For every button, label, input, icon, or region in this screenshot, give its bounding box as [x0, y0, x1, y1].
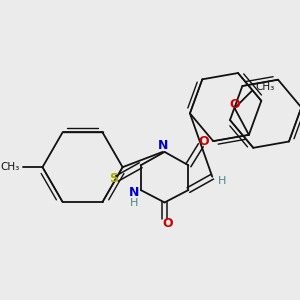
Text: H: H	[130, 198, 138, 208]
Text: CH₃: CH₃	[256, 82, 275, 92]
Text: O: O	[198, 135, 209, 148]
Text: N: N	[158, 139, 168, 152]
Text: H: H	[218, 176, 226, 187]
Text: O: O	[162, 217, 173, 230]
Text: O: O	[229, 98, 240, 111]
Text: S: S	[110, 172, 118, 185]
Text: N: N	[129, 186, 139, 200]
Text: CH₃: CH₃	[0, 162, 20, 172]
